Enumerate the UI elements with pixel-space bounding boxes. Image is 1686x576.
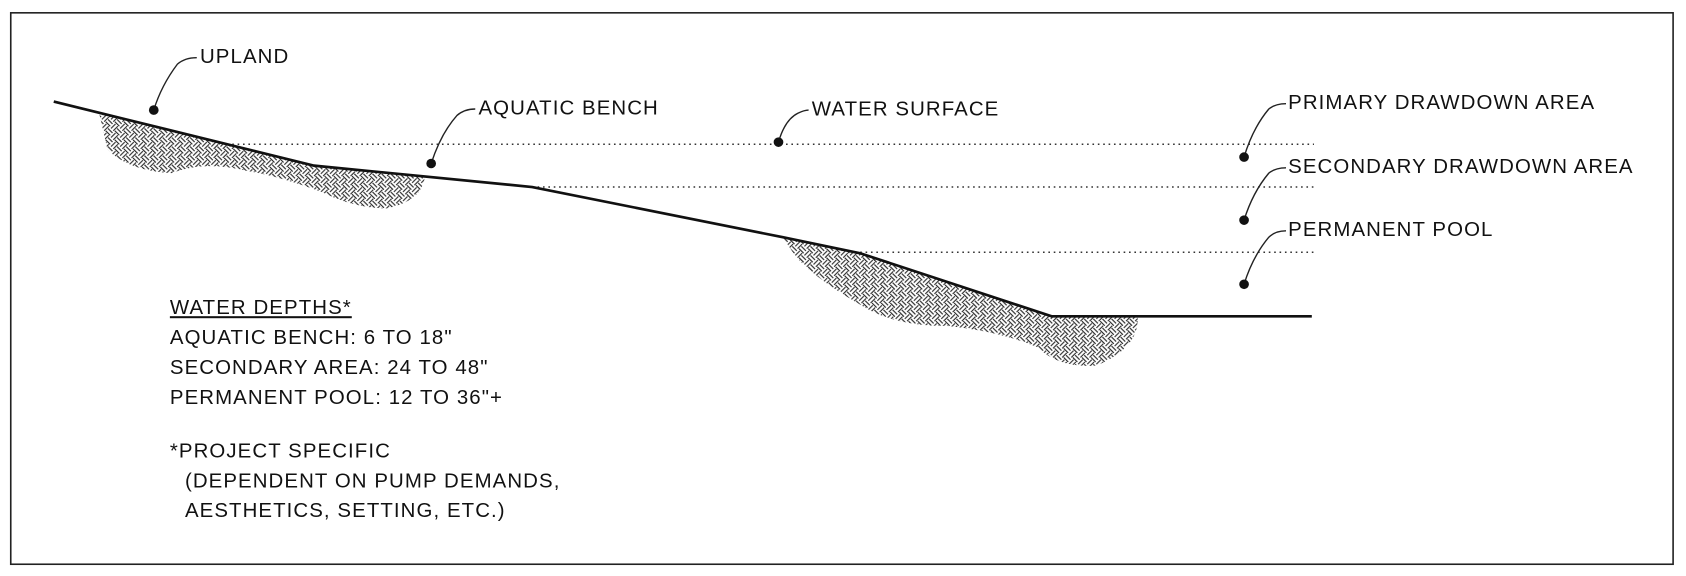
ground-profile bbox=[53, 100, 1312, 318]
callout-label: AQUATIC BENCH bbox=[478, 97, 658, 119]
leader-line bbox=[1243, 102, 1287, 158]
note-line: PERMANENT POOL: 12 TO 36"+ bbox=[170, 387, 503, 409]
note-line: SECONDARY AREA: 24 TO 48" bbox=[170, 357, 489, 379]
leader-dot bbox=[773, 137, 784, 147]
leader-line bbox=[430, 108, 476, 164]
leader-dot bbox=[1239, 279, 1249, 290]
callout-label: UPLAND bbox=[200, 46, 289, 68]
leader-dot bbox=[426, 158, 437, 169]
callout-label: SECONDARY DRAWDOWN AREA bbox=[1288, 156, 1633, 178]
callout-label: PERMANENT POOL bbox=[1288, 219, 1493, 241]
leader-dot bbox=[1239, 152, 1249, 162]
soil-hatch bbox=[782, 237, 1138, 366]
leader-line bbox=[153, 57, 197, 111]
footnote-line: (DEPENDENT ON PUMP DEMANDS, bbox=[185, 470, 561, 492]
callout-label: PRIMARY DRAWDOWN AREA bbox=[1288, 92, 1595, 114]
leader-line bbox=[1243, 230, 1287, 285]
leader-dot bbox=[148, 105, 159, 115]
footnote-line: *PROJECT SPECIFIC bbox=[170, 440, 391, 462]
callout-label: WATER SURFACE bbox=[812, 98, 1000, 120]
notes-heading: WATER DEPTHS* bbox=[170, 297, 352, 319]
leader-line bbox=[777, 109, 809, 143]
note-line: AQUATIC BENCH: 6 TO 18" bbox=[170, 327, 453, 349]
footnote-line: AESTHETICS, SETTING, ETC.) bbox=[185, 500, 506, 522]
soil-hatch bbox=[98, 112, 425, 209]
leader-dot bbox=[1239, 215, 1249, 225]
leader-line bbox=[1243, 167, 1287, 221]
